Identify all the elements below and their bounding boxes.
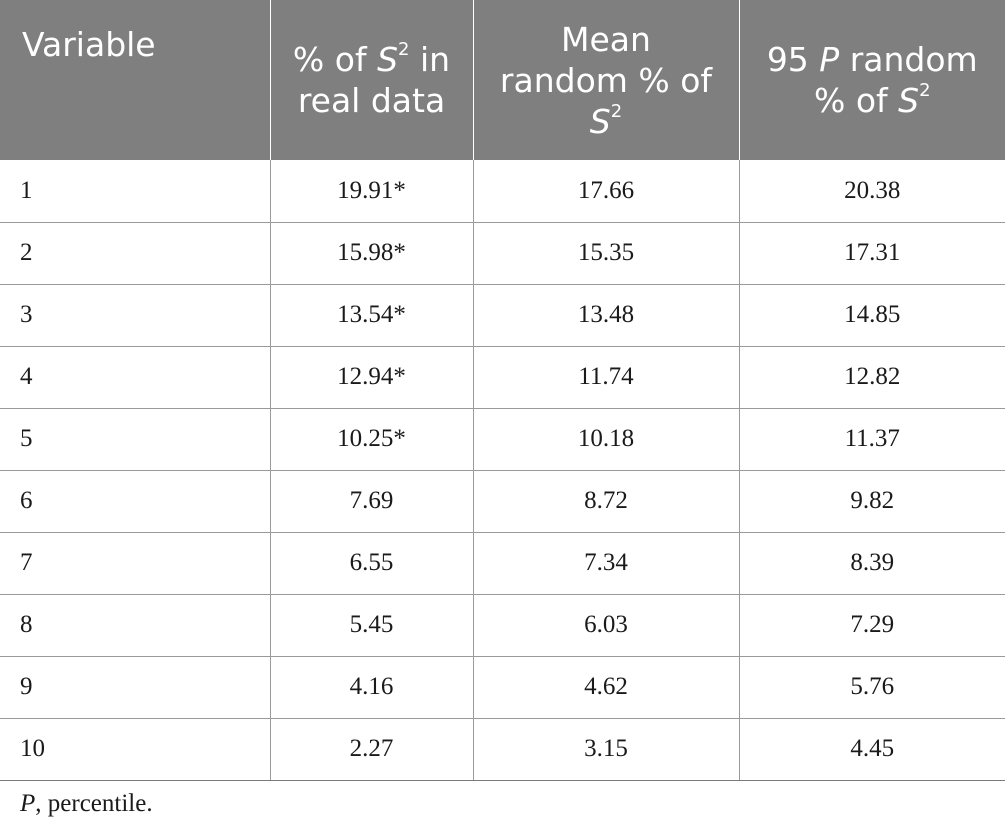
header-mean-random-var: S (589, 101, 611, 141)
cell-mean-random: 10.18 (472, 408, 739, 471)
cell-p95-random: 4.45 (738, 718, 1005, 781)
cell-variable: 4 (0, 346, 270, 409)
cell-real: 4.16 (269, 656, 473, 719)
cell-variable: 9 (0, 656, 270, 719)
header-p95-random: 95 P random % of S2 (738, 0, 1005, 160)
cell-mean-random: 3.15 (472, 718, 739, 781)
table-row: 10 2.27 3.15 4.45 (0, 718, 1005, 781)
footnote-text: , percentile. (35, 790, 153, 817)
cell-p95-random: 12.82 (738, 346, 1005, 409)
table-row: 2 15.98* 15.35 17.31 (0, 222, 1005, 285)
header-real-data-text-b: in (409, 40, 451, 79)
cell-mean-random: 7.34 (472, 532, 739, 595)
table-row: 5 10.25* 10.18 11.37 (0, 408, 1005, 471)
header-mean-random-line1: Mean (561, 19, 651, 59)
header-mean-random: Mean random % of S2 (472, 0, 739, 160)
cell-real: 12.94* (269, 346, 473, 409)
header-p95-sup: 2 (919, 80, 931, 101)
table-body: 1 19.91* 17.66 20.38 2 15.98* 15.35 17.3… (0, 160, 1005, 781)
cell-real: 2.27 (269, 718, 473, 781)
header-real-data-line1: % of S2 in (283, 39, 461, 80)
header-p95-text-a: 95 (766, 40, 820, 79)
cell-variable: 1 (0, 160, 270, 223)
header-p95-var2: S (898, 81, 920, 120)
table-row: 9 4.16 4.62 5.76 (0, 656, 1005, 719)
header-mean-random-sup: 2 (610, 100, 623, 122)
header-real-data-var: S (377, 40, 399, 79)
header-p95-line2: % of S2 (752, 80, 994, 121)
cell-real: 19.91* (269, 160, 473, 223)
cell-variable: 6 (0, 470, 270, 533)
cell-mean-random: 13.48 (472, 284, 739, 347)
cell-variable: 10 (0, 718, 270, 781)
header-variable-label: Variable (22, 25, 156, 64)
cell-variable: 7 (0, 532, 270, 595)
cell-real: 10.25* (269, 408, 473, 471)
table-row: 3 13.54* 13.48 14.85 (0, 284, 1005, 347)
cell-p95-random: 14.85 (738, 284, 1005, 347)
cell-p95-random: 5.76 (738, 656, 1005, 719)
header-variable: Variable (0, 0, 270, 160)
header-p95-line1: 95 P random (752, 39, 994, 80)
cell-mean-random: 8.72 (472, 470, 739, 533)
cell-p95-random: 11.37 (738, 408, 1005, 471)
header-mean-random-line3: S2 (486, 101, 727, 142)
cell-real: 5.45 (269, 594, 473, 657)
header-p95-text-c: % of (813, 81, 899, 120)
cell-variable: 8 (0, 594, 270, 657)
table-header: Variable % of S2 in real data Mean rando… (0, 0, 1005, 160)
cell-mean-random: 11.74 (472, 346, 739, 409)
cell-mean-random: 17.66 (472, 160, 739, 223)
cell-mean-random: 6.03 (472, 594, 739, 657)
cell-real: 15.98* (269, 222, 473, 285)
table-footnote: P, percentile. (20, 790, 153, 818)
footnote-symbol: P (20, 790, 36, 817)
cell-real: 13.54* (269, 284, 473, 347)
header-real-data-sup: 2 (398, 39, 410, 60)
header-p95-var: P (819, 40, 840, 79)
cell-variable: 3 (0, 284, 270, 347)
header-real-data-line2: real data (297, 81, 446, 120)
header-mean-random-line2: random % of (499, 60, 713, 100)
data-table-container: Variable % of S2 in real data Mean rando… (0, 0, 1005, 781)
percentile-table: Variable % of S2 in real data Mean rando… (0, 0, 1005, 781)
header-real-data: % of S2 in real data (269, 0, 473, 160)
table-row: 8 5.45 6.03 7.29 (0, 594, 1005, 657)
table-row: 7 6.55 7.34 8.39 (0, 532, 1005, 595)
header-real-data-text-a: % of (292, 40, 378, 79)
header-p95-text-b: random (839, 40, 978, 79)
cell-variable: 2 (0, 222, 270, 285)
cell-variable: 5 (0, 408, 270, 471)
header-row: Variable % of S2 in real data Mean rando… (0, 0, 1005, 160)
cell-real: 7.69 (269, 470, 473, 533)
cell-mean-random: 15.35 (472, 222, 739, 285)
cell-mean-random: 4.62 (472, 656, 739, 719)
cell-p95-random: 9.82 (738, 470, 1005, 533)
cell-p95-random: 20.38 (738, 160, 1005, 223)
cell-p95-random: 7.29 (738, 594, 1005, 657)
table-row: 6 7.69 8.72 9.82 (0, 470, 1005, 533)
cell-real: 6.55 (269, 532, 473, 595)
table-row: 4 12.94* 11.74 12.82 (0, 346, 1005, 409)
cell-p95-random: 17.31 (738, 222, 1005, 285)
cell-p95-random: 8.39 (738, 532, 1005, 595)
table-row: 1 19.91* 17.66 20.38 (0, 160, 1005, 223)
